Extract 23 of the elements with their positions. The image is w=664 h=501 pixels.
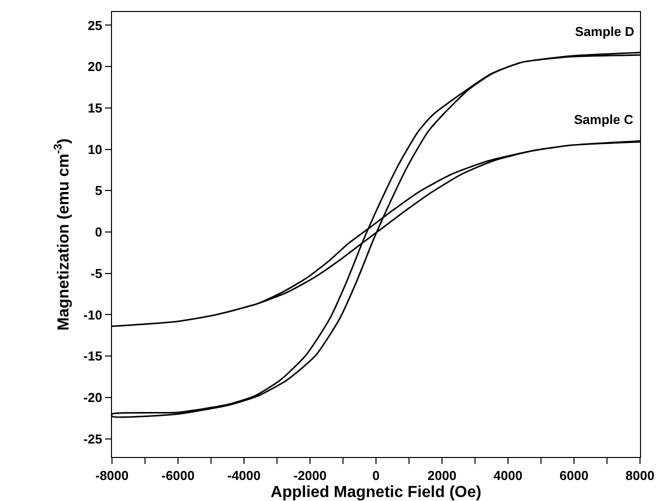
x-tick-label: 4000 [494, 468, 522, 483]
y-tick-label: 25 [88, 18, 102, 33]
y-tick-label: 0 [94, 224, 102, 240]
y-tick-label: 20 [88, 59, 102, 74]
x-tick-label: 6000 [560, 468, 588, 483]
y-tick-label: 5 [94, 183, 102, 198]
x-tick-label: 0 [372, 468, 380, 483]
x-tick-label: -6000 [161, 468, 195, 483]
x-tick-label: 2000 [428, 468, 456, 483]
y-tick-label: 15 [88, 100, 102, 116]
x-tick-label: -2000 [293, 468, 327, 483]
x-tick-label: -4000 [227, 468, 261, 483]
y-tick-label: -15 [83, 348, 102, 364]
y-tick-label: -10 [83, 307, 102, 322]
y-tick-label: -5 [90, 266, 102, 281]
y-tick-label: 10 [88, 142, 102, 157]
x-tick-label: 8000 [626, 468, 654, 483]
y-tick-label: -25 [83, 431, 102, 446]
series-label: Sample D [575, 24, 634, 39]
x-axis-title: Applied Magnetic Field (Oe) [270, 484, 482, 501]
y-tick-label: -20 [83, 390, 102, 405]
x-tick-label: -8000 [95, 468, 129, 483]
series-label: Sample C [574, 112, 634, 127]
